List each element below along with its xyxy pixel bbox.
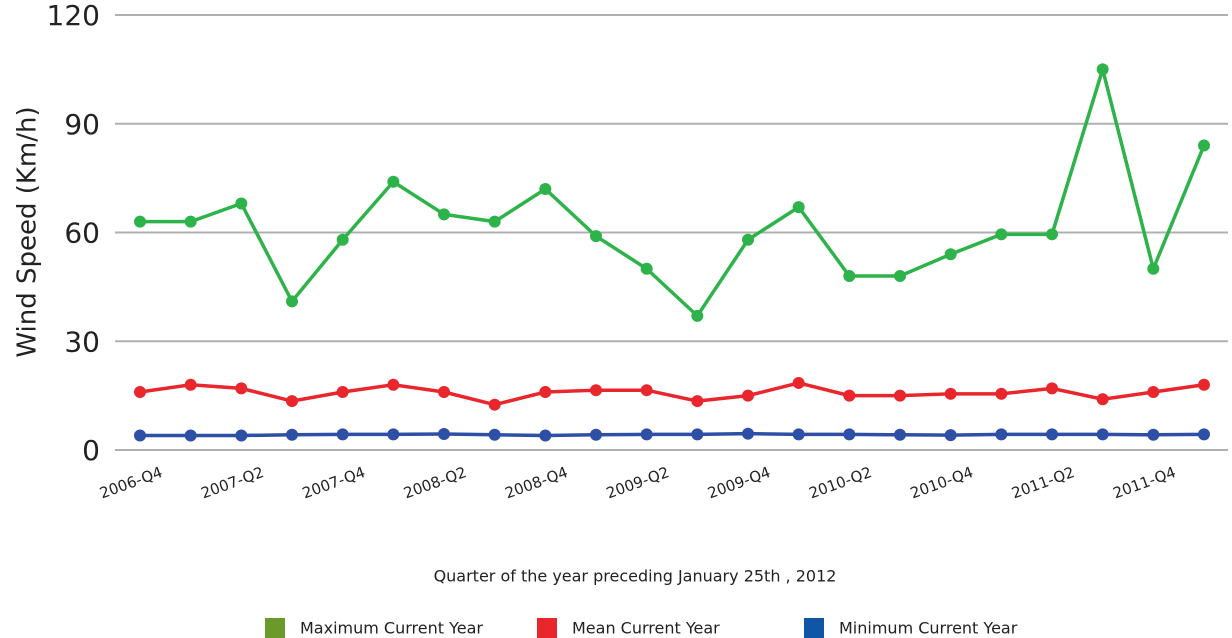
y-tick-label: 90: [64, 108, 100, 141]
data-point: [1198, 428, 1210, 441]
x-tick-label: 2011-Q2: [1009, 463, 1077, 502]
x-tick-label: 2011-Q4: [1111, 463, 1179, 502]
data-point: [438, 428, 450, 441]
series-line: [140, 431, 1205, 438]
legend-label: Mean Current Year: [572, 619, 720, 638]
data-point: [843, 270, 856, 282]
data-point: [438, 386, 450, 398]
data-point: [387, 175, 400, 188]
x-tick-label: 2008-Q4: [503, 463, 571, 502]
data-point: [894, 389, 906, 402]
data-point: [488, 428, 501, 441]
data-point: [894, 270, 906, 282]
y-tick-label: 30: [64, 325, 100, 358]
x-tick-label: 2007-Q4: [300, 463, 368, 502]
y-axis-label: Wind Speed (Km/h): [13, 106, 43, 357]
x-axis-label: Quarter of the year preceding January 25…: [434, 567, 837, 586]
x-tick-label: 2007-Q2: [199, 463, 267, 502]
data-point: [1046, 428, 1058, 441]
data-point: [792, 376, 805, 389]
data-point: [640, 428, 653, 441]
data-point: [1147, 428, 1160, 441]
y-tick-label: 60: [64, 217, 100, 250]
data-point: [539, 183, 552, 195]
data-point: [640, 384, 653, 397]
data-point: [691, 395, 704, 408]
data-point: [894, 428, 906, 441]
data-point: [843, 389, 856, 402]
data-point: [286, 395, 298, 408]
x-tick-label: 2010-Q2: [807, 463, 875, 502]
data-point: [488, 215, 501, 228]
data-point: [184, 215, 197, 228]
data-point: [742, 233, 754, 246]
y-tick-label: 120: [47, 0, 100, 32]
data-point: [539, 386, 552, 398]
data-point: [742, 427, 754, 440]
data-point: [590, 428, 602, 441]
data-point: [134, 215, 146, 228]
legend-swatch: [537, 618, 557, 638]
data-point: [944, 429, 957, 442]
data-point: [1198, 139, 1210, 152]
data-point: [235, 197, 248, 210]
y-tick-label: 0: [82, 434, 100, 467]
data-point: [691, 309, 704, 322]
legend-swatch: [265, 618, 285, 638]
data-point: [134, 429, 146, 442]
data-point: [387, 378, 400, 391]
data-point: [184, 378, 197, 391]
legend-swatch: [804, 618, 824, 638]
data-point: [995, 228, 1008, 241]
data-point: [1046, 382, 1058, 395]
data-point: [742, 389, 754, 402]
x-tick-label: 2009-Q2: [604, 463, 672, 502]
x-tick-label: 2010-Q4: [908, 463, 976, 502]
data-point: [336, 233, 349, 246]
data-point: [640, 262, 653, 275]
x-tick-label: 2006-Q4: [97, 463, 165, 502]
data-point: [691, 428, 704, 441]
data-point: [1096, 428, 1109, 441]
series-line: [140, 62, 1206, 319]
data-point: [792, 201, 805, 214]
data-point: [944, 387, 957, 400]
data-point: [1147, 386, 1160, 398]
legend-label: Maximum Current Year: [300, 619, 483, 638]
data-point: [184, 429, 197, 442]
data-point: [235, 382, 248, 395]
data-point: [590, 384, 602, 397]
x-tick-label: 2008-Q2: [401, 463, 469, 502]
data-point: [336, 428, 349, 441]
data-point: [134, 386, 146, 398]
data-point: [235, 429, 248, 442]
data-point: [995, 387, 1008, 400]
data-point: [995, 428, 1008, 441]
data-point: [488, 398, 501, 411]
data-point: [286, 295, 298, 308]
data-point: [1096, 63, 1109, 76]
data-point: [1096, 393, 1109, 406]
data-point: [336, 386, 349, 398]
data-point: [1046, 228, 1058, 241]
data-point: [1198, 378, 1210, 391]
legend-label: Minimum Current Year: [839, 619, 1018, 638]
data-point: [1147, 262, 1160, 275]
data-point: [944, 248, 957, 261]
data-point: [590, 230, 602, 243]
x-tick-label: 2009-Q4: [705, 463, 773, 502]
data-point: [539, 429, 552, 442]
data-point: [438, 208, 450, 221]
data-point: [286, 428, 298, 441]
data-point: [843, 428, 856, 441]
data-point: [387, 428, 400, 441]
series-line: [139, 381, 1205, 407]
data-point: [792, 428, 805, 441]
